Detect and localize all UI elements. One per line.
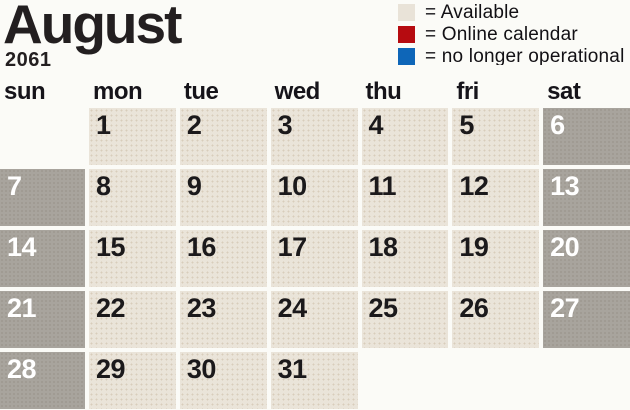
legend-label-no-longer-operational: = no longer operational <box>425 48 625 65</box>
calendar-cell-14[interactable]: 14 <box>0 230 85 287</box>
calendar-cell-18[interactable]: 18 <box>361 230 449 287</box>
calendar-cell-10[interactable]: 10 <box>270 169 358 226</box>
calendar-cell-23[interactable]: 23 <box>179 291 267 348</box>
day-number: 23 <box>186 293 217 323</box>
day-number: 27 <box>550 293 580 323</box>
calendar-cell-1[interactable]: 1 <box>89 108 176 165</box>
calendar-cell-22[interactable]: 22 <box>89 291 176 348</box>
calendar-cell-9[interactable]: 9 <box>179 169 267 226</box>
calendar-cell-30[interactable]: 30 <box>179 352 267 409</box>
day-number: 30 <box>186 354 217 384</box>
calendar-cell-13[interactable]: 13 <box>543 169 630 226</box>
calendar-cell-26[interactable]: 26 <box>452 291 540 348</box>
day-number: 13 <box>550 171 580 201</box>
calendar-cell-6[interactable]: 6 <box>543 108 630 165</box>
day-number: 31 <box>277 354 308 384</box>
day-number: 20 <box>550 232 580 262</box>
day-number: 2 <box>186 110 202 140</box>
calendar-cell-24[interactable]: 24 <box>270 291 358 348</box>
calendar-cell-21[interactable]: 21 <box>0 291 85 348</box>
calendar-cell-empty <box>543 352 630 409</box>
calendar-cell-7[interactable]: 7 <box>0 169 85 226</box>
weekday-header-tue: tue <box>183 78 219 105</box>
day-number: 19 <box>459 232 489 262</box>
day-number: 1 <box>96 110 111 140</box>
weekday-header-thu: thu <box>365 78 402 105</box>
calendar-cell-5[interactable]: 5 <box>452 108 540 165</box>
day-number: 16 <box>186 232 217 262</box>
day-number: 7 <box>7 171 22 201</box>
day-number: 12 <box>459 171 489 201</box>
day-number: 4 <box>368 110 384 140</box>
weekday-header-wed: wed <box>274 78 321 105</box>
calendar-grid: sun mon tue wed thu fri sat 1 2 3 4 5 6 7 8 9 10 1… <box>0 78 630 409</box>
legend-label-available: = Available <box>425 4 520 21</box>
calendar-cell-empty <box>452 352 539 409</box>
day-number: 11 <box>368 171 397 201</box>
calendar-cell-31[interactable]: 31 <box>270 352 358 409</box>
day-number: 26 <box>459 293 489 323</box>
day-number: 6 <box>550 110 565 140</box>
day-number: 14 <box>7 232 37 262</box>
calendar-cell-25[interactable]: 25 <box>361 291 449 348</box>
day-number: 24 <box>277 293 308 323</box>
calendar-cell-8[interactable]: 8 <box>89 169 176 226</box>
day-number: 9 <box>186 171 202 201</box>
available-swatch-icon <box>398 4 415 21</box>
day-number: 10 <box>277 171 308 201</box>
calendar-cell-4[interactable]: 4 <box>361 108 449 165</box>
calendar-cell-20[interactable]: 20 <box>543 230 630 287</box>
calendar-cell-3[interactable]: 3 <box>270 108 358 165</box>
day-number: 22 <box>96 293 126 323</box>
calendar-cell-empty <box>362 352 449 409</box>
day-number: 29 <box>96 354 126 384</box>
calendar-cell-27[interactable]: 27 <box>543 291 630 348</box>
legend: = Available = Online calendar = no longe… <box>398 4 630 70</box>
day-number: 3 <box>277 110 293 140</box>
calendar-cell-empty <box>0 108 85 165</box>
title-block: August 2061 <box>3 0 182 71</box>
calendar-cell-16[interactable]: 16 <box>179 230 267 287</box>
weekday-header-mon: mon <box>93 78 143 105</box>
calendar-cell-28[interactable]: 28 <box>0 352 85 409</box>
calendar-cell-17[interactable]: 17 <box>270 230 358 287</box>
calendar-cell-29[interactable]: 29 <box>89 352 176 409</box>
calendar-cell-11[interactable]: 11 <box>361 169 449 226</box>
calendar-cell-2[interactable]: 2 <box>179 108 267 165</box>
legend-item-online-calendar: = Online calendar <box>398 26 630 43</box>
day-number: 28 <box>7 354 37 384</box>
legend-item-available: = Available <box>398 4 630 21</box>
online-calendar-swatch-icon <box>398 26 415 43</box>
day-number: 18 <box>368 232 399 262</box>
day-number: 17 <box>277 232 308 262</box>
calendar-cell-19[interactable]: 19 <box>452 230 540 287</box>
year-label: 2061 <box>5 49 52 71</box>
calendar-cell-15[interactable]: 15 <box>89 230 176 287</box>
day-number: 21 <box>7 293 37 323</box>
day-number: 25 <box>368 293 399 323</box>
day-number: 8 <box>96 171 111 201</box>
legend-item-no-longer-operational: = no longer operational <box>398 48 630 65</box>
day-number: 5 <box>459 110 474 140</box>
no-longer-operational-swatch-icon <box>398 48 415 65</box>
weekday-header-fri: fri <box>456 78 479 105</box>
month-title: August <box>3 0 182 55</box>
calendar-cell-12[interactable]: 12 <box>452 169 540 226</box>
weekday-header-sun: sun <box>4 78 46 105</box>
weekday-header-sat: sat <box>547 78 581 105</box>
day-number: 15 <box>96 232 126 262</box>
legend-label-online-calendar: = Online calendar <box>425 26 578 43</box>
